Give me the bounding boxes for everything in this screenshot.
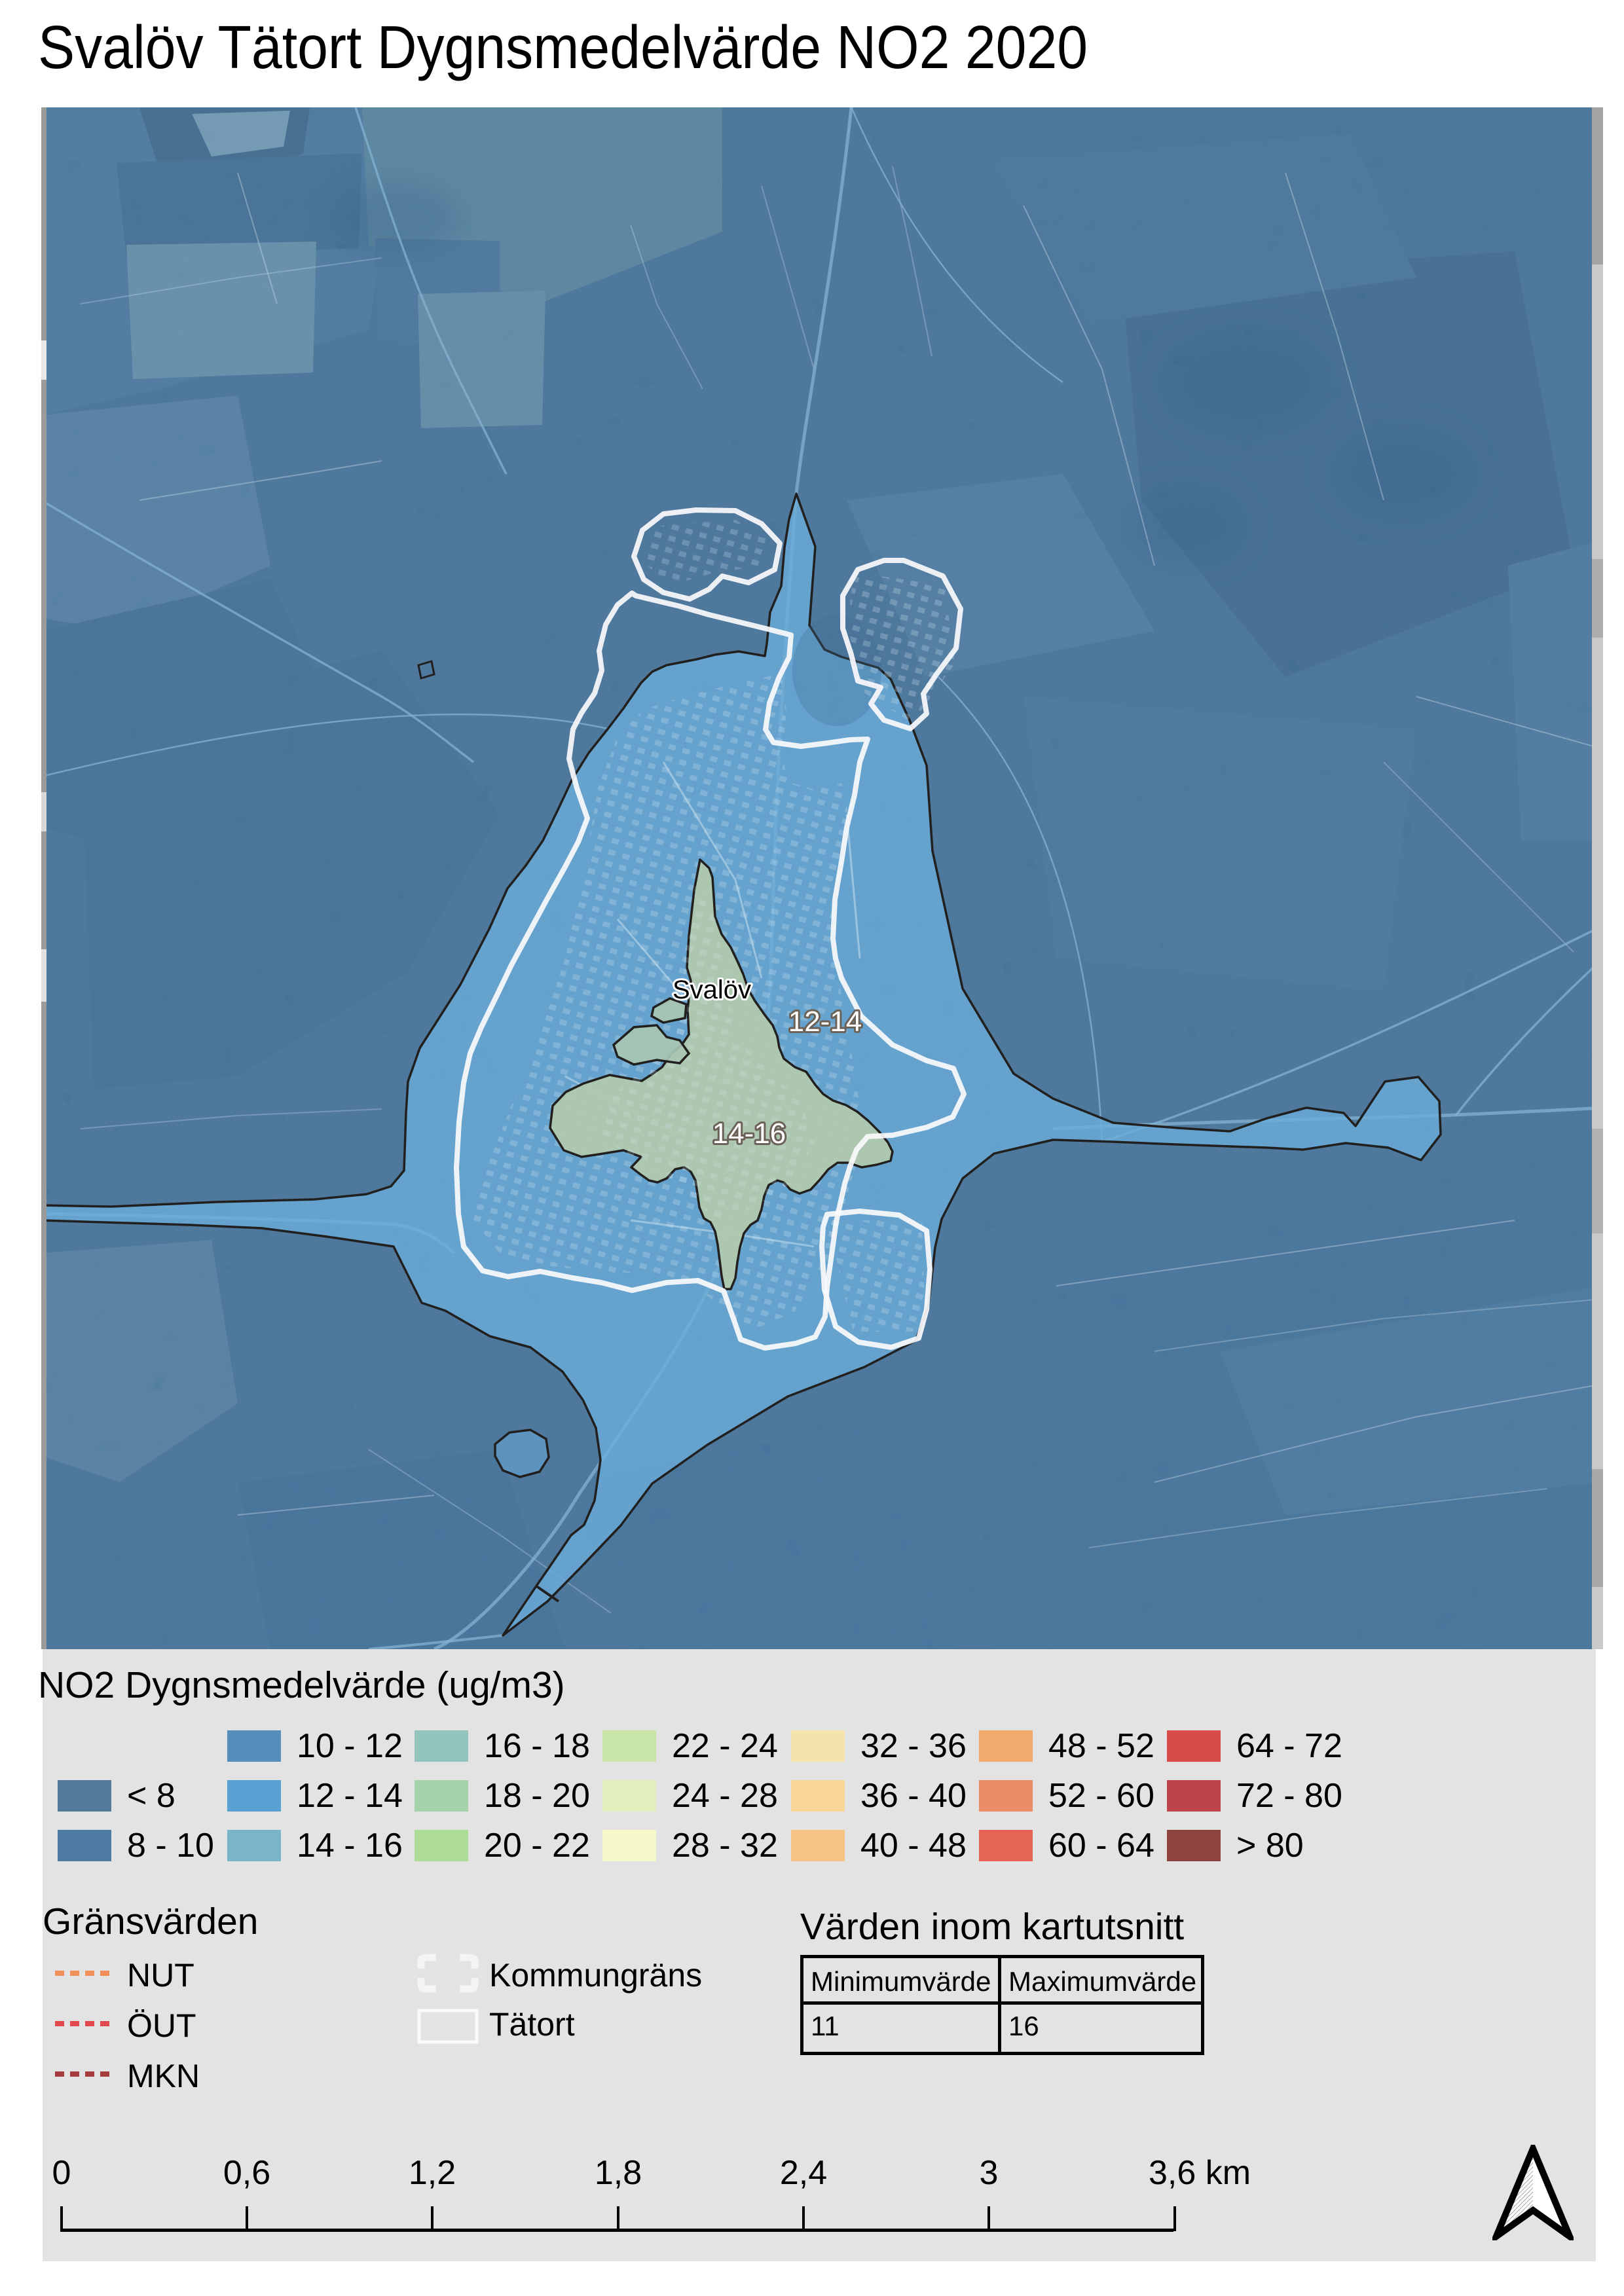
svg-text:12-14: 12-14 (788, 1006, 862, 1038)
svg-text:14-16: 14-16 (712, 1118, 786, 1150)
svg-text:Svalöv: Svalöv (673, 975, 751, 1004)
